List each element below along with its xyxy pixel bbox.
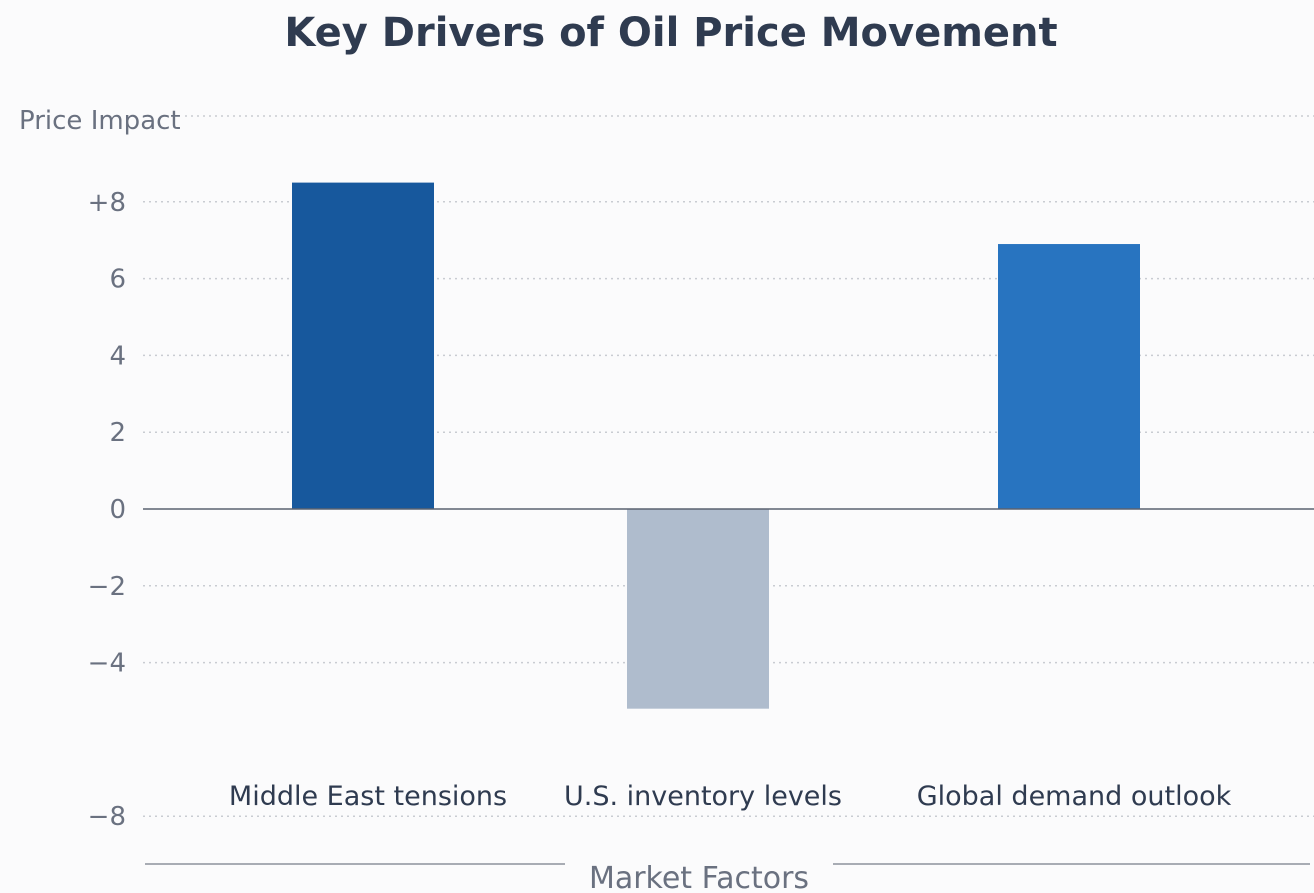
x-tick-label: Middle East tensions (229, 781, 507, 812)
y-tick-label: 6 (109, 265, 126, 295)
bar (998, 244, 1140, 510)
y-axis-ticks: +8 6 4 2 0 −2 −4 −8 (88, 188, 126, 832)
y-tick-label: 0 (109, 495, 126, 525)
y-tick-label: −4 (88, 649, 126, 679)
x-axis-title: Market Factors (589, 861, 809, 893)
chart-title: Key Drivers of Oil Price Movement (284, 10, 1057, 56)
gridlines (143, 115, 1314, 817)
bars (292, 182, 1140, 709)
y-tick-label: −2 (88, 572, 126, 602)
bar (627, 509, 769, 709)
bar (292, 182, 434, 509)
x-tick-label: U.S. inventory levels (564, 781, 842, 812)
y-tick-label: 4 (109, 341, 126, 371)
y-tick-label: +8 (88, 188, 126, 218)
x-axis-ticks: Middle East tensions U.S. inventory level… (229, 781, 1232, 812)
y-tick-label: 2 (109, 418, 126, 448)
y-axis-label: Price Impact (19, 106, 181, 136)
y-tick-label: −8 (88, 802, 126, 832)
x-tick-label: Global demand outlook (917, 781, 1232, 812)
